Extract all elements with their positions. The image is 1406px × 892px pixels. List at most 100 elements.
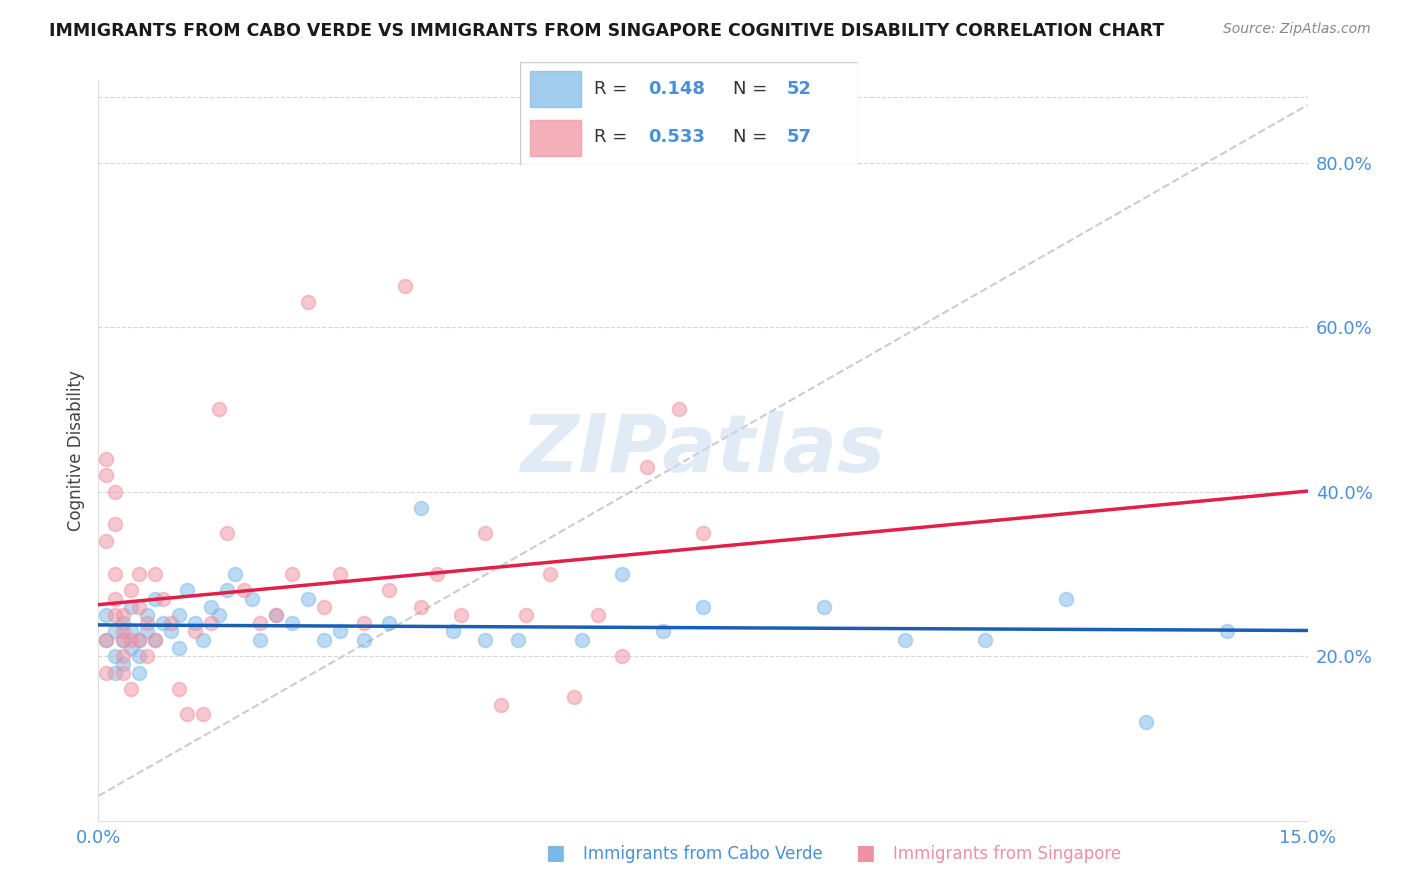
Text: 0.148: 0.148 [648, 79, 706, 97]
Point [120, 583, 142, 598]
Text: IMMIGRANTS FROM CABO VERDE VS IMMIGRANTS FROM SINGAPORE COGNITIVE DISABILITY COR: IMMIGRANTS FROM CABO VERDE VS IMMIGRANTS… [49, 22, 1164, 40]
Point [1216, 624, 1239, 639]
Text: N =: N = [733, 79, 773, 97]
Text: ■: ■ [855, 844, 875, 863]
Point [474, 525, 496, 540]
Point [135, 616, 157, 631]
Point [314, 599, 336, 614]
Point [636, 459, 658, 474]
Point [103, 566, 125, 581]
Point [264, 607, 287, 622]
Point [143, 632, 166, 647]
Point [394, 279, 416, 293]
FancyBboxPatch shape [530, 70, 581, 106]
Text: ZIPatlas: ZIPatlas [520, 411, 886, 490]
Point [692, 599, 714, 614]
Point [297, 591, 319, 606]
Point [103, 624, 125, 639]
Point [297, 295, 319, 310]
Point [160, 624, 183, 639]
Point [450, 607, 472, 622]
Point [135, 624, 157, 639]
Point [103, 517, 125, 532]
Point [224, 566, 246, 581]
Point [96, 607, 118, 622]
Point [128, 632, 150, 647]
Point [103, 591, 125, 606]
Point [193, 706, 215, 721]
Point [135, 607, 157, 622]
Point [651, 624, 673, 639]
Point [96, 533, 118, 548]
Point [120, 624, 142, 639]
Point [193, 632, 215, 647]
Point [208, 607, 231, 622]
Point [491, 698, 513, 713]
Point [96, 451, 118, 466]
Point [111, 607, 134, 622]
Point [377, 616, 399, 631]
FancyBboxPatch shape [520, 62, 858, 165]
Point [128, 566, 150, 581]
Point [176, 583, 198, 598]
Point [167, 681, 190, 696]
Point [441, 624, 464, 639]
Point [281, 566, 304, 581]
Point [103, 649, 125, 664]
Point [184, 616, 207, 631]
Point [249, 616, 271, 631]
Point [120, 632, 142, 647]
Point [111, 632, 134, 647]
Point [974, 632, 997, 647]
Point [167, 607, 190, 622]
Text: R =: R = [595, 79, 634, 97]
Point [353, 616, 375, 631]
Point [152, 616, 174, 631]
Point [176, 706, 198, 721]
Point [96, 632, 118, 647]
Point [111, 616, 134, 631]
Text: 52: 52 [787, 79, 811, 97]
Text: R =: R = [595, 128, 634, 146]
Point [377, 583, 399, 598]
Point [668, 402, 690, 417]
Point [692, 525, 714, 540]
Point [329, 624, 352, 639]
Point [612, 649, 634, 664]
Point [167, 640, 190, 655]
Point [409, 501, 432, 516]
Point [128, 649, 150, 664]
Point [184, 624, 207, 639]
Point [240, 591, 263, 606]
Point [96, 468, 118, 483]
Point [281, 616, 304, 631]
Point [426, 566, 449, 581]
FancyBboxPatch shape [530, 120, 581, 156]
Point [200, 599, 222, 614]
Point [160, 616, 183, 631]
Point [571, 632, 593, 647]
Point [120, 599, 142, 614]
Point [506, 632, 529, 647]
Point [96, 665, 118, 680]
Point [1135, 714, 1157, 729]
Point [111, 649, 134, 664]
Point [612, 566, 634, 581]
Point [135, 649, 157, 664]
Point [128, 599, 150, 614]
Point [208, 402, 231, 417]
Text: 0.533: 0.533 [648, 128, 706, 146]
Text: 57: 57 [787, 128, 811, 146]
Point [128, 665, 150, 680]
Point [103, 607, 125, 622]
Point [111, 624, 134, 639]
Text: Source: ZipAtlas.com: Source: ZipAtlas.com [1223, 22, 1371, 37]
Point [314, 632, 336, 647]
Text: Immigrants from Singapore: Immigrants from Singapore [893, 846, 1121, 863]
Point [249, 632, 271, 647]
Point [232, 583, 254, 598]
Point [813, 599, 835, 614]
Point [200, 616, 222, 631]
Point [515, 607, 537, 622]
Point [143, 632, 166, 647]
